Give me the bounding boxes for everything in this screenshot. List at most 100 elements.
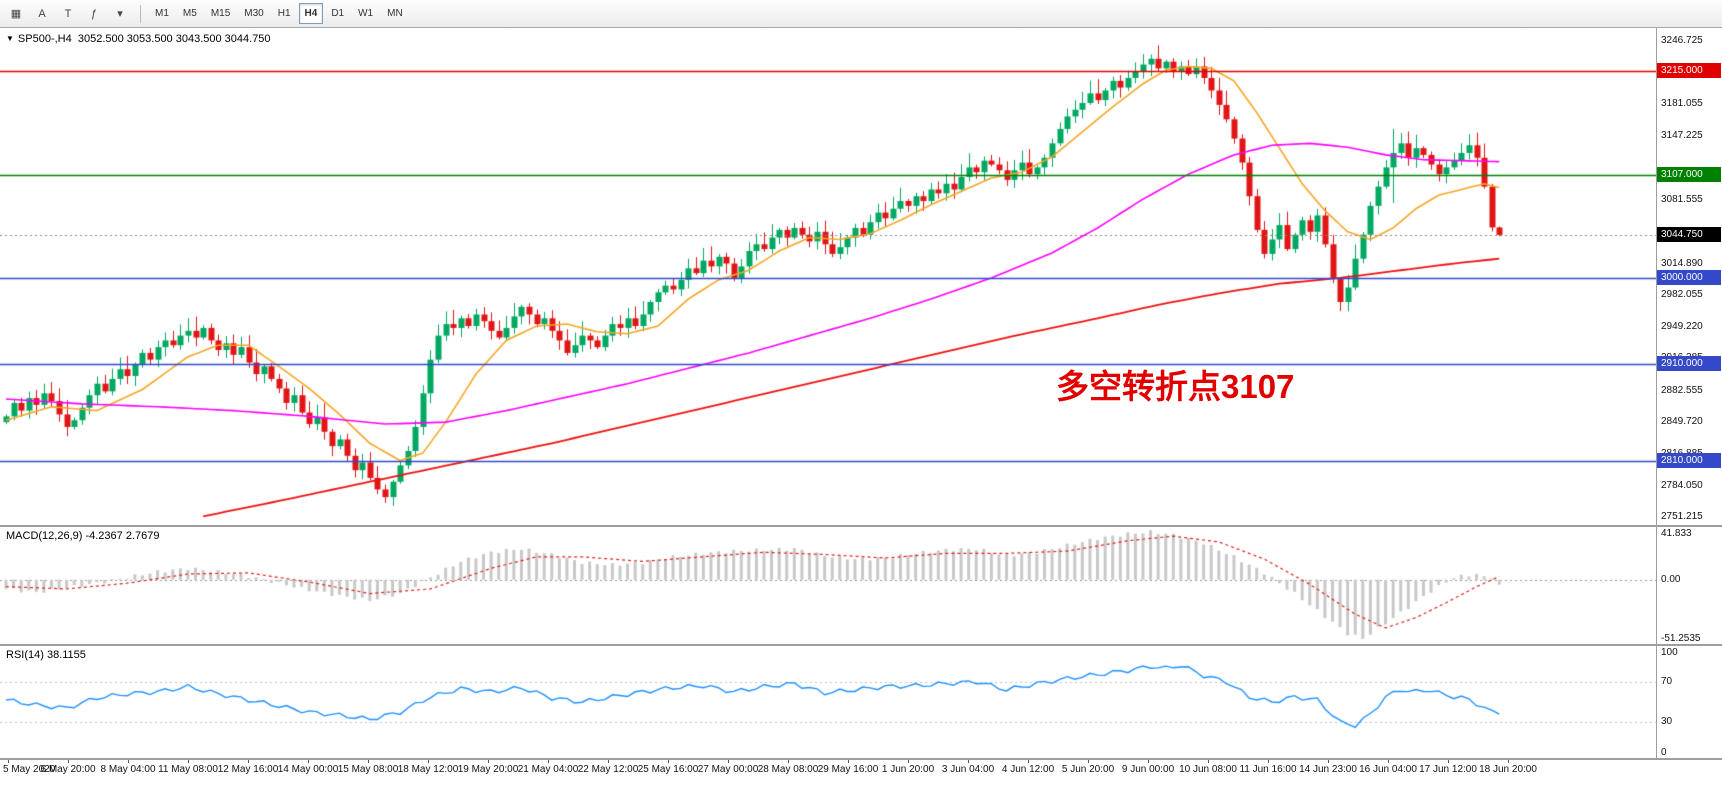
price-axis-tick: 2849.720 (1661, 416, 1703, 428)
time-axis-label: 25 May 16:00 (637, 764, 699, 775)
timeframe-button-m5[interactable]: M5 (182, 8, 197, 19)
timeframe-button-m1[interactable]: M1 (155, 8, 169, 19)
time-axis-tick (788, 760, 789, 763)
time-axis-tick (1028, 760, 1029, 763)
time-axis-label: 9 Jun 00:00 (1121, 764, 1175, 775)
time-axis[interactable]: 5 May 2020 6 May 20:00 8 May 04:00 11 May 0… (0, 760, 1656, 782)
main-price-chart[interactable] (0, 28, 1656, 525)
price-axis-tick: 3081.555 (1661, 193, 1703, 205)
price-axis-tick: 2982.055 (1661, 289, 1703, 301)
chart-grid-icon[interactable]: ▦ (10, 8, 22, 20)
time-axis-tick (1268, 760, 1269, 763)
time-axis-tick (308, 760, 309, 763)
hline-price-badge: 3107.000 (1657, 167, 1721, 183)
time-axis-label: 16 Jun 04:00 (1359, 764, 1417, 775)
hline-price-badge: 3000.000 (1657, 269, 1721, 285)
macd-indicator-chart[interactable] (0, 527, 1656, 644)
time-axis-tick (368, 760, 369, 763)
rsi-axis-tick: 100 (1661, 647, 1678, 658)
time-axis-tick (128, 760, 129, 763)
time-axis-tick (1088, 760, 1089, 763)
timeframe-button-h4[interactable]: H4 (298, 3, 324, 24)
time-axis-tick (548, 760, 549, 763)
rsi-indicator-label: RSI(14) 38.1155 (6, 649, 86, 661)
hline-price-badge: 2810.000 (1657, 452, 1721, 468)
time-axis-tick (8, 760, 9, 763)
price-axis-tick: 3181.055 (1661, 97, 1703, 109)
time-axis-tick (728, 760, 729, 763)
time-axis-label: 14 Jun 23:00 (1299, 764, 1357, 775)
time-axis-label: 12 May 16:00 (217, 764, 279, 775)
time-axis-label: 28 May 08:00 (757, 764, 819, 775)
time-axis-tick (908, 760, 909, 763)
time-axis-label: 27 May 00:00 (697, 764, 759, 775)
time-axis-label: 5 May 2020 (3, 764, 56, 775)
time-axis-tick (1448, 760, 1449, 763)
timeframe-button-d1[interactable]: D1 (331, 8, 345, 19)
timeframe-button-w1[interactable]: W1 (358, 8, 374, 19)
symbol-ohlc-readout: ▼ SP500-,H4 3052.500 3053.500 3043.500 30… (6, 33, 271, 45)
price-axis-tick: 2784.050 (1661, 479, 1703, 491)
rsi-axis-tick: 30 (1661, 716, 1673, 728)
ohlc-values: 3052.500 3053.500 3043.500 3044.750 (77, 33, 271, 45)
time-axis-label: 19 May 20:00 (457, 764, 519, 775)
time-axis-tick (488, 760, 489, 763)
time-axis-tick (188, 760, 189, 763)
time-axis-label: 18 Jun 20:00 (1479, 764, 1537, 775)
indicators-menu-icon[interactable]: ƒ (90, 7, 98, 20)
textbox-tool-icon[interactable]: T (64, 7, 72, 20)
time-axis-label: 1 Jun 20:00 (881, 764, 935, 775)
time-axis-label: 29 May 16:00 (817, 764, 879, 775)
time-axis-label: 17 Jun 12:00 (1419, 764, 1477, 775)
time-axis-label: 15 May 08:00 (337, 764, 399, 775)
hline-price-badge: 3215.000 (1657, 63, 1721, 79)
symbol-collapse-icon[interactable]: ▼ (6, 34, 14, 43)
time-axis-label: 18 May 12:00 (397, 764, 459, 775)
time-axis-label: 14 May 00:00 (277, 764, 339, 775)
rsi-axis-tick: 70 (1661, 675, 1673, 687)
time-axis-tick (68, 760, 69, 763)
time-axis-tick (428, 760, 429, 763)
timeframe-button-m15[interactable]: M15 (210, 8, 231, 19)
time-axis-tick (1208, 760, 1209, 763)
text-a-tool-icon[interactable]: A (38, 7, 46, 20)
timeframe-button-mn[interactable]: MN (387, 8, 403, 19)
time-axis-tick (248, 760, 249, 763)
time-axis-label: 4 Jun 12:00 (1001, 764, 1055, 775)
time-axis-tick (668, 760, 669, 763)
time-axis-label: 21 May 04:00 (517, 764, 579, 775)
timeframe-button-h1[interactable]: H1 (277, 8, 291, 19)
time-axis-label: 10 Jun 08:00 (1179, 764, 1237, 775)
time-axis-tick (1388, 760, 1389, 763)
price-axis-tick: 2751.215 (1661, 511, 1703, 523)
rsi-axis-tick: 0 (1661, 746, 1667, 758)
time-axis-label: 11 Jun 16:00 (1239, 764, 1297, 775)
price-axis-tick: 3246.725 (1661, 34, 1703, 46)
time-axis-label: 8 May 04:00 (100, 764, 156, 775)
macd-axis-tick: 41.833 (1661, 528, 1692, 539)
time-axis-label: 5 Jun 20:00 (1061, 764, 1115, 775)
caret-down-icon[interactable]: ▾ (117, 8, 123, 20)
time-axis-tick (1148, 760, 1149, 763)
time-axis-tick (1328, 760, 1329, 763)
hline-price-badge: 2910.000 (1657, 356, 1721, 372)
price-axis-tick: 3147.225 (1661, 130, 1703, 142)
panel-separator[interactable] (0, 758, 1722, 760)
current-price-badge: 3044.750 (1657, 226, 1721, 242)
panel-separator[interactable] (0, 644, 1722, 646)
price-axis-tick: 2949.220 (1661, 320, 1703, 332)
timeframe-button-m30[interactable]: M30 (244, 8, 264, 19)
time-axis-label: 22 May 12:00 (577, 764, 639, 775)
time-axis-label: 11 May 08:00 (158, 764, 218, 775)
panel-separator[interactable] (0, 525, 1722, 527)
rsi-indicator-chart[interactable] (0, 646, 1656, 758)
macd-axis-tick: 0.00 (1661, 573, 1681, 585)
time-axis-tick (968, 760, 969, 763)
time-axis-label: 3 Jun 04:00 (941, 764, 995, 775)
symbol-label: SP500-,H4 (17, 33, 72, 45)
chart-text-annotation[interactable]: 多空转折点3107 (1056, 368, 1295, 405)
price-axis-tick: 3014.890 (1661, 257, 1703, 269)
price-axis-border (1656, 28, 1657, 758)
